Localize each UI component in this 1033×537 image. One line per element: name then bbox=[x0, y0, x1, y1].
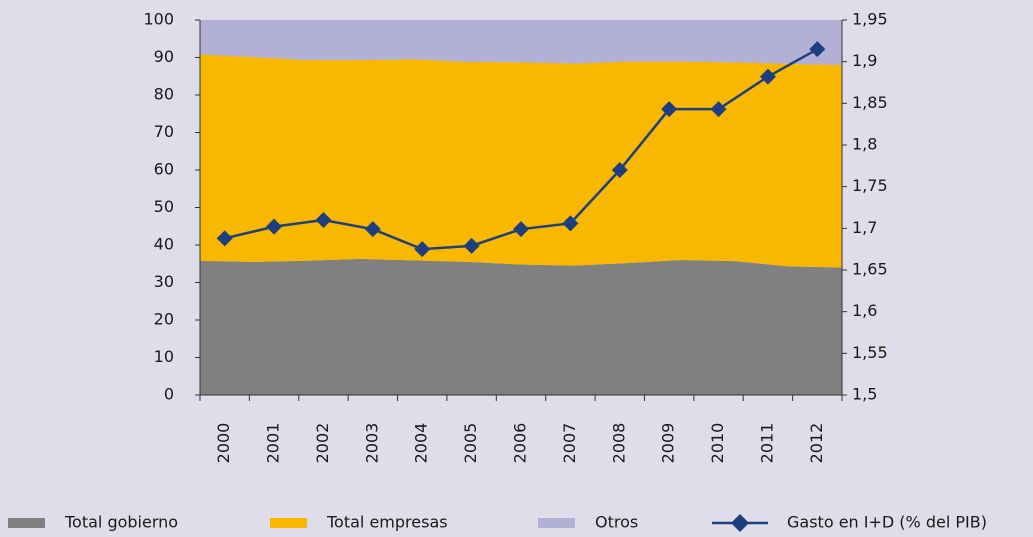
marker bbox=[266, 218, 283, 235]
y-tick-label: 0 bbox=[164, 385, 174, 404]
marker bbox=[710, 101, 727, 118]
y2-tick-label: 1,7 bbox=[852, 218, 877, 237]
legend-label: Gasto en I+D (% del PIB) bbox=[787, 513, 987, 532]
x-tick-label: 2003 bbox=[362, 423, 381, 464]
x-tick-label: 2007 bbox=[560, 423, 579, 464]
x-tick-label: 2005 bbox=[461, 423, 480, 464]
area bbox=[200, 54, 842, 268]
y2-tick-label: 1,65 bbox=[852, 260, 888, 279]
marker bbox=[611, 162, 628, 178]
y-tick-label: 90 bbox=[154, 47, 174, 66]
marker bbox=[463, 237, 480, 254]
y-tick-label: 100 bbox=[143, 10, 174, 29]
y2-tick-label: 1,95 bbox=[852, 10, 888, 29]
y2-tick-label: 1,85 bbox=[852, 93, 888, 112]
y-tick-label: 40 bbox=[154, 235, 174, 254]
x-tick-label: 2000 bbox=[214, 423, 233, 464]
x-tick-label: 2001 bbox=[264, 423, 283, 464]
x-tick-label: 2011 bbox=[757, 423, 776, 464]
marker bbox=[364, 221, 381, 238]
x-tick-label: 2009 bbox=[659, 423, 678, 464]
y2-tick-label: 1,5 bbox=[852, 385, 877, 404]
y-tick-label: 80 bbox=[154, 85, 174, 104]
area bbox=[200, 20, 842, 65]
legend-swatch bbox=[270, 518, 307, 528]
y-tick-label: 50 bbox=[154, 197, 174, 216]
y-tick-label: 70 bbox=[154, 122, 174, 141]
legend-label: Total empresas bbox=[326, 513, 448, 532]
x-tick-label: 2010 bbox=[708, 423, 727, 464]
marker bbox=[809, 41, 826, 58]
legend-label: Total gobierno bbox=[64, 513, 178, 532]
x-tick-label: 2004 bbox=[412, 423, 431, 464]
y2-tick-label: 1,8 bbox=[852, 135, 877, 154]
area bbox=[200, 258, 842, 395]
x-tick-label: 2012 bbox=[807, 423, 826, 464]
marker bbox=[661, 101, 678, 118]
y-tick-label: 10 bbox=[154, 347, 174, 366]
x-tick-label: 2006 bbox=[511, 423, 530, 464]
marker bbox=[759, 68, 776, 85]
marker bbox=[216, 230, 233, 247]
y2-tick-label: 1,9 bbox=[852, 51, 877, 70]
legend-swatch bbox=[538, 518, 575, 528]
y-tick-label: 60 bbox=[154, 160, 174, 179]
marker bbox=[414, 241, 431, 258]
legend-swatch bbox=[8, 518, 45, 528]
marker bbox=[315, 212, 332, 228]
y2-tick-label: 1,75 bbox=[852, 176, 888, 195]
y-tick-label: 20 bbox=[154, 310, 174, 329]
y-tick-label: 30 bbox=[154, 272, 174, 291]
y2-tick-label: 1,55 bbox=[852, 343, 888, 362]
x-tick-label: 2002 bbox=[313, 423, 332, 464]
y2-tick-label: 1,6 bbox=[852, 301, 877, 320]
x-tick-label: 2008 bbox=[609, 423, 628, 464]
legend-label: Otros bbox=[595, 513, 638, 532]
marker bbox=[562, 215, 579, 232]
marker bbox=[513, 221, 529, 238]
legend-marker bbox=[731, 514, 749, 532]
